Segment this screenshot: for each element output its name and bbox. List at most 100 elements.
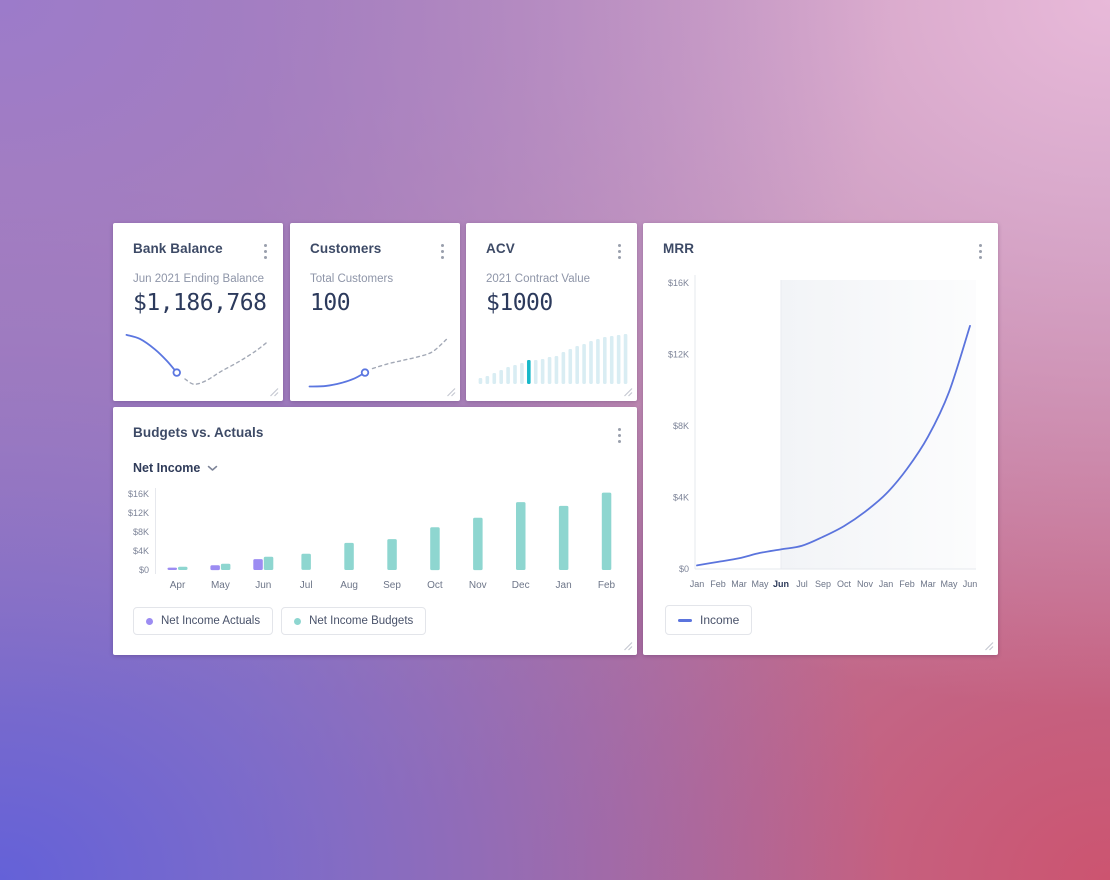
budgets-bar [430,527,440,571]
bank-balance-title: Bank Balance [133,241,223,256]
x-tick-label: May [751,579,769,589]
y-tick-label: $16K [668,278,689,288]
y-tick-label: $16K [128,489,149,499]
budgets-bar [601,492,612,570]
legend-label-income: Income [700,613,740,627]
acv-bar [520,363,524,384]
x-tick-label: May [940,579,958,589]
acv-bar [561,352,566,384]
acv-bar [506,367,510,384]
resize-handle-icon[interactable] [984,641,994,651]
x-tick-label: Sep [383,580,401,591]
x-tick-label: Mar [920,579,936,589]
current-point-marker [172,368,181,377]
x-tick-label: Oct [427,580,443,591]
acv-bar-chart [478,334,628,384]
acv-bar [513,365,517,384]
actuals-bar [210,565,220,571]
resize-handle-icon[interactable] [623,387,633,397]
x-tick-label: Nov [857,579,874,589]
forecast-region [781,280,976,569]
actuals-bar [167,567,177,570]
acv-bar [485,376,490,384]
y-tick-label: $0 [679,564,689,574]
resize-handle-icon[interactable] [623,641,633,651]
income-series-swatch [678,618,692,622]
budgets-series-swatch [294,617,302,625]
budgets-bar [387,539,397,570]
budgets-bar [516,502,526,570]
kebab-menu-icon[interactable] [258,241,273,262]
actual-line [125,334,178,374]
customers-subtitle: Total Customers [310,273,394,285]
y-tick-label: $12K [128,508,149,518]
x-tick-label: Feb [899,579,915,589]
income-line [696,325,971,567]
actuals-bar [253,559,263,570]
bank-balance-sparkline-chart [125,334,269,385]
customers-value: 100 [310,290,351,316]
x-tick-label: Oct [837,579,852,589]
x-tick-label: Dec [512,580,530,591]
chevron-down-icon [208,465,218,471]
projected-line [371,337,449,370]
x-tick-label: Jan [556,580,572,591]
acv-bar [589,341,593,384]
x-tick-label: Aug [340,580,358,591]
acv-bar [547,357,552,384]
x-tick-label: Sep [815,579,831,589]
customers-title: Customers [310,241,382,256]
customers-sparkline-chart [308,337,449,388]
kebab-menu-icon[interactable] [973,241,988,262]
actuals-series-swatch [146,617,153,625]
acv-subtitle: 2021 Contract Value [486,273,590,285]
kebab-menu-icon[interactable] [612,241,627,262]
legend-item-income[interactable]: Income [665,605,753,635]
y-tick-label: $8K [133,527,149,537]
y-tick-label: $4K [673,493,689,503]
budgets-bar [263,556,274,570]
acv-bar [568,349,573,384]
y-tick-label: $0 [139,565,149,575]
x-tick-label: Jul [796,579,808,589]
budgets-title: Budgets vs. Actuals [133,425,264,440]
kebab-menu-icon[interactable] [435,241,450,262]
x-tick-label: Apr [170,580,186,591]
x-tick-label: Jun [255,580,271,591]
card-bank-balance: Bank Balance Jun 2021 Ending Balance $1,… [113,223,283,401]
budgets-vs-actuals-bar-chart: $16K $12K $8K $4K $0 Apr May Jun Jul Aug Sep Oct Nov… [128,488,616,591]
legend-item-net-income-actuals[interactable]: Net Income Actuals [133,607,274,635]
x-tick-label: Jan [690,579,705,589]
card-budgets-vs-actuals: Budgets vs. Actuals Net Income $16K $12K $… [113,407,637,655]
budgets-bar [301,553,311,570]
x-tick-label-current: Jun [773,579,789,589]
mrr-title: MRR [663,241,695,256]
acv-bar-highlighted [527,360,531,384]
x-tick-label: Feb [710,579,726,589]
x-tick-label: Jul [300,580,313,591]
metric-selector[interactable]: Net Income [133,461,218,475]
y-tick-label: $8K [673,421,689,431]
bank-balance-value: $1,186,768 [133,290,267,316]
resize-handle-icon[interactable] [269,387,279,397]
acv-bar [499,370,503,384]
x-tick-label: May [211,580,230,591]
legend-label-net-income-actuals: Net Income Actuals [161,615,261,627]
budgets-bar [344,542,354,570]
kebab-menu-icon[interactable] [612,425,627,446]
acv-bar [596,339,600,384]
acv-bar [554,356,559,384]
acv-bar [478,378,483,384]
acv-bar [533,360,538,384]
acv-bar [492,373,497,384]
projected-line [184,341,269,385]
acv-title: ACV [486,241,515,256]
x-tick-label: Jun [963,579,978,589]
acv-value: $1000 [486,290,553,316]
card-acv: ACV 2021 Contract Value $1000 [466,223,637,401]
acv-bar [582,344,586,384]
resize-handle-icon[interactable] [446,387,456,397]
legend-item-net-income-budgets[interactable]: Net Income Budgets [281,607,427,635]
